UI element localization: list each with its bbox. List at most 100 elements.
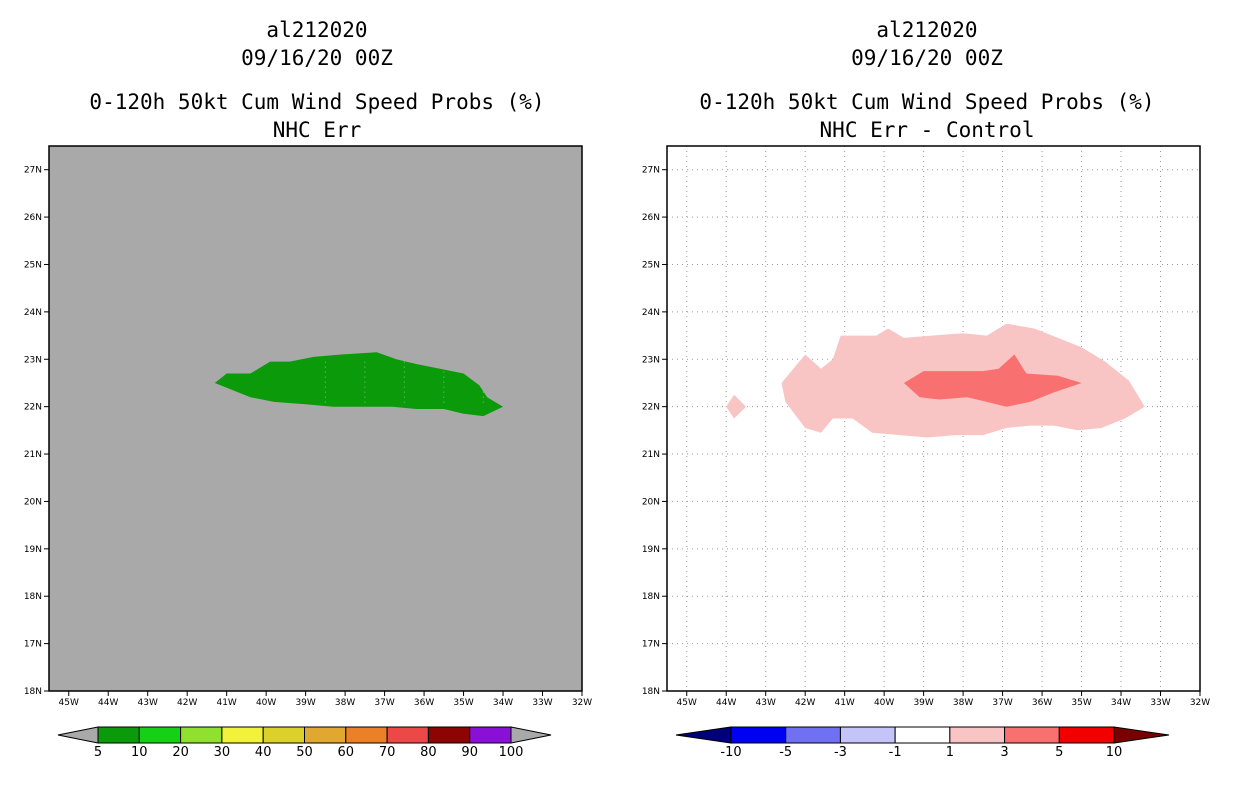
y-tick-label: 21N [24,450,42,460]
x-tick-label: 42W [795,698,815,708]
chart-panel-1: 45W 44W 43W 42W 41W 40W 39W 38W 37W 36W 35W 34W 33W 3… [24,145,592,760]
colorbar-label: -1 [889,745,902,760]
y-tick-label: 25N [642,260,660,270]
colorbar-swatch [839,726,896,744]
colorbar-swatch [427,726,471,744]
colorbar-swatch [304,726,347,744]
colorbar-swatch [949,726,1006,744]
x-tick-label: 33W [532,698,552,708]
colorbar-label: 60 [338,745,355,760]
colorbar-label: 1 [946,745,954,760]
y-tick-label: 21N [642,450,660,460]
x-tick-label: 41W [834,698,854,708]
right-storm-id: al212020 [876,18,978,42]
y-tick-label: 27N [24,166,42,176]
y-tick-label: 24N [642,308,660,318]
colorbar-label: 70 [379,745,396,760]
colorbar-label: 3 [1000,745,1008,760]
x-tick-label: 37W [992,698,1012,708]
colorbar-label: 90 [461,745,478,760]
y-tick-label: 18N [642,592,660,602]
y-tick-label: 27N [642,166,660,176]
colorbar-right-arrow [510,726,552,744]
colorbar-label: 30 [214,745,231,760]
colorbar-swatch [345,726,388,744]
y-tick-label: 18N [24,592,42,602]
x-tick-label: 44W [98,698,118,708]
x-tick-label: 43W [756,698,776,708]
probability-region-3 [903,354,1082,407]
colorbar-label: 20 [172,745,189,760]
x-tick-label: 39W [295,698,315,708]
probability-region-1 [214,352,504,417]
right-datetime: 09/16/20 00Z [851,46,1003,70]
y-tick-label: 23N [24,355,42,365]
y-tick-label: 23N [642,355,660,365]
colorbar-left-arrow [675,726,732,744]
colorbar-swatch [785,726,841,744]
colorbar-swatch [221,726,264,744]
x-tick-label: 40W [256,698,276,708]
colorbar: -10 -5 -3 -1 1 3 5 10 [675,726,1170,760]
colorbar-label: 10 [131,745,148,760]
x-tick-label: 32W [572,698,592,708]
x-tick-label: 33W [1150,698,1170,708]
left-chart-title: 0-120h 50kt Cum Wind Speed Probs (%) [89,90,545,114]
x-tick-label: 38W [953,698,973,708]
x-tick-label: 37W [374,698,394,708]
x-tick-label: 42W [177,698,197,708]
colorbar-swatch [1058,726,1115,744]
colorbar-swatch [1004,726,1060,744]
colorbar-label: 10 [1106,745,1123,760]
y-tick-label: 26N [24,213,42,223]
colorbar-right-arrow [1113,726,1170,744]
y-tick-label: 24N [24,308,42,318]
plot-frame [48,145,583,692]
x-tick-label: 40W [874,698,894,708]
y-tick-label: 17N [24,640,42,650]
y-tick-label: 18N [24,687,42,697]
colorbar-swatch [894,726,951,744]
y-tick-label: 19N [24,545,42,555]
colorbar: 5 10 20 30 40 50 60 70 80 90 100 [57,726,552,760]
colorbar-label: 80 [420,745,437,760]
colorbar-label: 5 [94,745,102,760]
x-tick-label: 45W [59,698,79,708]
y-tick-label: 26N [642,213,660,223]
right-chart-title: 0-120h 50kt Cum Wind Speed Probs (%) [699,90,1155,114]
colorbar-label: 40 [255,745,272,760]
x-tick-label: 35W [453,698,473,708]
x-tick-label: 32W [1190,698,1210,708]
left-storm-id: al212020 [266,18,368,42]
y-tick-label: 22N [24,403,42,413]
y-tick-label: 18N [642,687,660,697]
colorbar-swatch [180,726,223,744]
colorbar-swatch [730,726,787,744]
y-tick-label: 17N [642,640,660,650]
colorbar-swatch [97,726,140,744]
colorbar-label: -5 [779,745,792,760]
x-tick-label: 34W [1111,698,1131,708]
right-chart-subtitle: NHC Err - Control [819,118,1035,142]
plot-background [49,146,582,691]
colorbar-swatch [386,726,429,744]
y-tick-label: 25N [24,260,42,270]
y-tick-label: 20N [642,497,660,507]
chart-panel-2: 45W 44W 43W 42W 41W 40W 39W 38W 37W 36W 35W 34W 33W 3… [642,145,1210,760]
x-tick-label: 35W [1071,698,1091,708]
colorbar-label: 50 [296,745,313,760]
colorbar-label: 100 [499,745,524,760]
left-chart-subtitle: NHC Err [272,118,362,142]
y-tick-label: 19N [642,545,660,555]
colorbar-swatch [262,726,306,744]
x-tick-label: 36W [1032,698,1052,708]
colorbar-left-arrow [57,726,99,744]
left-datetime: 09/16/20 00Z [241,46,393,70]
x-tick-label: 43W [138,698,158,708]
x-tick-label: 36W [414,698,434,708]
y-tick-label: 22N [642,403,660,413]
x-tick-label: 44W [716,698,736,708]
colorbar-label: -10 [720,745,741,760]
colorbar-swatch [138,726,182,744]
